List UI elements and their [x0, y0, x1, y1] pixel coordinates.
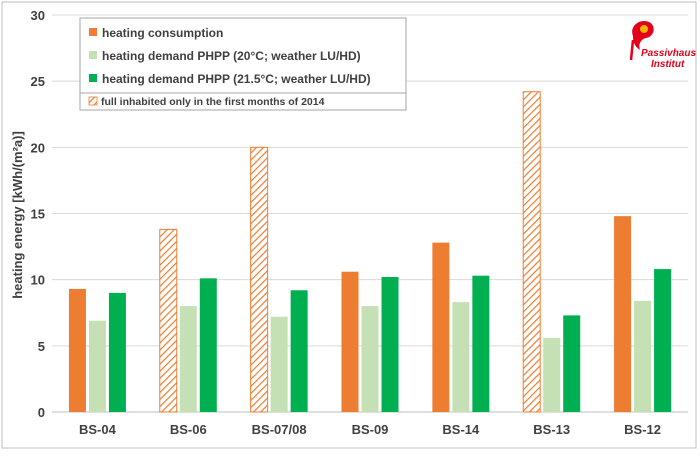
bar-demand-21-5: [472, 275, 490, 412]
bar-consumption: [68, 288, 86, 412]
bar-consumption-hatched: [250, 146, 269, 413]
x-tick-label: BS-13: [533, 422, 570, 437]
bar-demand-20: [634, 300, 652, 412]
bar-demand-21-5: [108, 292, 126, 412]
legend-label-hatched: full inhabited only in the first months …: [101, 96, 325, 108]
bar-demand-20: [270, 316, 288, 412]
legend-label-demand-21-5: heating demand PHPP (21.5°C; weather LU/…: [102, 72, 371, 86]
y-axis-ticks: 0 5 10 15 20 25 30: [31, 8, 45, 420]
x-tick-label: BS-06: [170, 422, 207, 437]
logo-dot-icon: [640, 25, 648, 33]
bars: [68, 91, 672, 413]
logo-text-line1: Passivhaus: [641, 48, 696, 59]
y-tick-label: 5: [38, 339, 45, 354]
legend-label-demand-20: heating demand PHPP (20°C; weather LU/HD…: [102, 49, 361, 63]
legend: heating consumption heating demand PHPP …: [79, 17, 407, 94]
bar-consumption: [341, 271, 359, 412]
x-tick-label: BS-09: [352, 422, 389, 437]
bar-consumption: [432, 242, 450, 412]
x-tick-label: BS-14: [442, 422, 480, 437]
logo-stem-icon: [629, 39, 635, 61]
bar-demand-20: [543, 337, 561, 412]
x-tick-label: BS-04: [79, 422, 117, 437]
legend-swatch-demand-21-5: [89, 74, 97, 82]
x-axis-ticks: BS-04 BS-06 BS-07/08 BS-09 BS-14 BS-13 BS-12: [79, 422, 661, 437]
passivhaus-logo: Passivhaus Institut: [629, 20, 696, 70]
legend-swatch-consumption: [89, 28, 97, 36]
bar-demand-20: [452, 302, 470, 412]
bar-demand-20: [179, 306, 197, 412]
bar-demand-21-5: [199, 278, 217, 412]
x-tick-label: BS-12: [624, 422, 661, 437]
y-tick-label: 15: [31, 207, 45, 222]
y-tick-label: 25: [31, 74, 45, 89]
bar-demand-21-5: [654, 269, 672, 412]
chart-border: [1, 1, 697, 449]
logo-mark-icon: [632, 20, 654, 50]
y-tick-label: 10: [31, 273, 45, 288]
logo-text-line2: Institut: [651, 59, 685, 70]
y-tick-label: 20: [31, 140, 45, 155]
y-tick-label: 30: [31, 8, 45, 23]
y-axis-title: heating energy [kWh/(m²a)]: [10, 131, 25, 299]
bar-demand-21-5: [381, 277, 399, 412]
bar-consumption-hatched: [159, 228, 178, 413]
legend-label-consumption: heating consumption: [102, 26, 223, 40]
bar-demand-20: [88, 320, 106, 412]
bar-demand-20: [361, 306, 379, 412]
legend-swatch-demand-20: [89, 51, 97, 59]
bar-demand-21-5: [290, 290, 308, 412]
legend-swatch-hatched: [88, 96, 98, 106]
y-tick-label: 0: [38, 405, 45, 420]
legend-note-box: [79, 92, 407, 111]
legend-note: full inhabited only in the first months …: [79, 92, 407, 111]
bar-consumption: [614, 216, 632, 412]
bar-consumption-hatched: [522, 91, 541, 413]
bar-demand-21-5: [563, 315, 581, 412]
x-tick-label: BS-07/08: [252, 422, 307, 437]
